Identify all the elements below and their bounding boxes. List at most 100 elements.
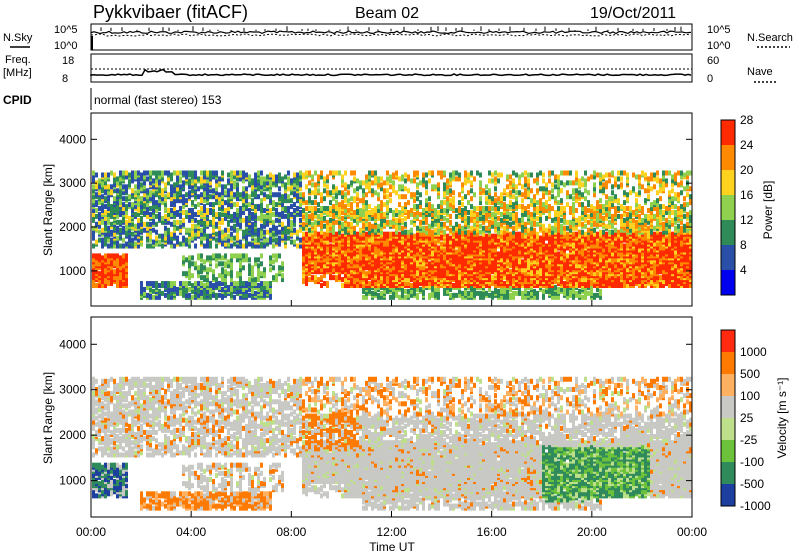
power-cell	[101, 172, 104, 178]
power-cell	[218, 273, 221, 279]
power-cell	[464, 229, 467, 235]
power-cell	[290, 178, 293, 184]
power-cell	[446, 233, 449, 239]
power-cell	[155, 294, 158, 300]
power-cell	[521, 172, 524, 178]
power-cell	[203, 265, 206, 271]
power-cell	[137, 188, 140, 194]
power-cell	[203, 190, 206, 196]
power-cell	[272, 180, 275, 186]
power-cell	[149, 180, 152, 186]
power-cell	[425, 172, 428, 178]
power-cell	[107, 237, 110, 243]
power-cell	[350, 221, 353, 227]
power-cell	[458, 281, 461, 287]
power-cell	[329, 221, 332, 227]
power-cell	[452, 200, 455, 206]
power-cell	[323, 223, 326, 229]
power-cell	[287, 198, 290, 204]
power-cell	[209, 180, 212, 186]
power-cell	[98, 253, 101, 259]
power-cell	[326, 178, 329, 184]
power-cell	[494, 192, 497, 198]
power-cell	[272, 200, 275, 206]
power-cell	[122, 209, 125, 215]
power-cell	[386, 194, 389, 200]
power-cell	[308, 271, 311, 277]
power-cell	[485, 200, 488, 206]
power-cell	[407, 273, 410, 279]
power-cell	[503, 196, 506, 202]
power-cell	[470, 284, 473, 290]
power-cell	[380, 182, 383, 188]
power-cell	[416, 190, 419, 196]
power-cell	[365, 245, 368, 251]
power-cell	[302, 208, 305, 214]
power-cell	[140, 200, 143, 206]
power-cell	[140, 172, 143, 178]
power-cell	[185, 192, 188, 198]
power-cell	[407, 209, 410, 215]
power-cell	[494, 202, 497, 208]
power-cell	[128, 235, 131, 241]
power-cell	[170, 196, 173, 202]
power-cell	[167, 180, 170, 186]
power-cell	[233, 192, 236, 198]
power-cell	[242, 186, 245, 192]
power-cell	[467, 241, 470, 247]
power-cell	[113, 225, 116, 231]
power-cell	[506, 184, 509, 190]
power-cell	[380, 283, 383, 289]
power-cell	[524, 182, 527, 188]
power-cell	[515, 221, 518, 227]
power-cell	[392, 223, 395, 229]
power-cell	[137, 243, 140, 249]
power-cell	[218, 176, 221, 182]
power-cell	[224, 269, 227, 275]
power-cell	[371, 180, 374, 186]
power-cell	[512, 178, 515, 184]
power-cell	[224, 215, 227, 221]
power-cell	[515, 231, 518, 237]
power-cell	[146, 243, 149, 249]
power-cell	[425, 215, 428, 221]
power-cell	[428, 178, 431, 184]
power-cell	[431, 170, 434, 176]
power-cell	[203, 170, 206, 176]
power-cell	[308, 188, 311, 194]
power-cell	[158, 202, 161, 208]
power-cell	[479, 223, 482, 229]
power-cell	[140, 186, 143, 192]
power-cell	[251, 211, 254, 217]
power-cell	[200, 176, 203, 182]
power-cell	[227, 192, 230, 198]
power-cell	[380, 275, 383, 281]
power-cell	[353, 188, 356, 194]
power-cell	[206, 186, 209, 192]
power-cell	[218, 229, 221, 235]
power-cell	[371, 243, 374, 249]
power-cell	[404, 215, 407, 221]
power-cell	[128, 215, 131, 221]
power-cell	[386, 200, 389, 206]
power-cell	[233, 211, 236, 217]
power-cell	[368, 221, 371, 227]
power-cell	[296, 206, 299, 212]
power-cell	[335, 186, 338, 192]
power-cell	[386, 170, 389, 176]
power-cell	[254, 243, 257, 249]
power-cell	[380, 229, 383, 235]
power-cell	[158, 194, 161, 200]
power-cell	[497, 288, 500, 294]
power-cell	[290, 184, 293, 190]
power-cell	[236, 253, 239, 259]
power-cell	[176, 235, 179, 241]
power-cell	[290, 211, 293, 217]
power-cell	[227, 284, 230, 290]
power-cell	[452, 283, 455, 289]
power-cell	[329, 200, 332, 206]
power-cell	[152, 170, 155, 176]
power-cell	[440, 208, 443, 214]
power-cell	[401, 206, 404, 212]
power-cell	[308, 213, 311, 219]
